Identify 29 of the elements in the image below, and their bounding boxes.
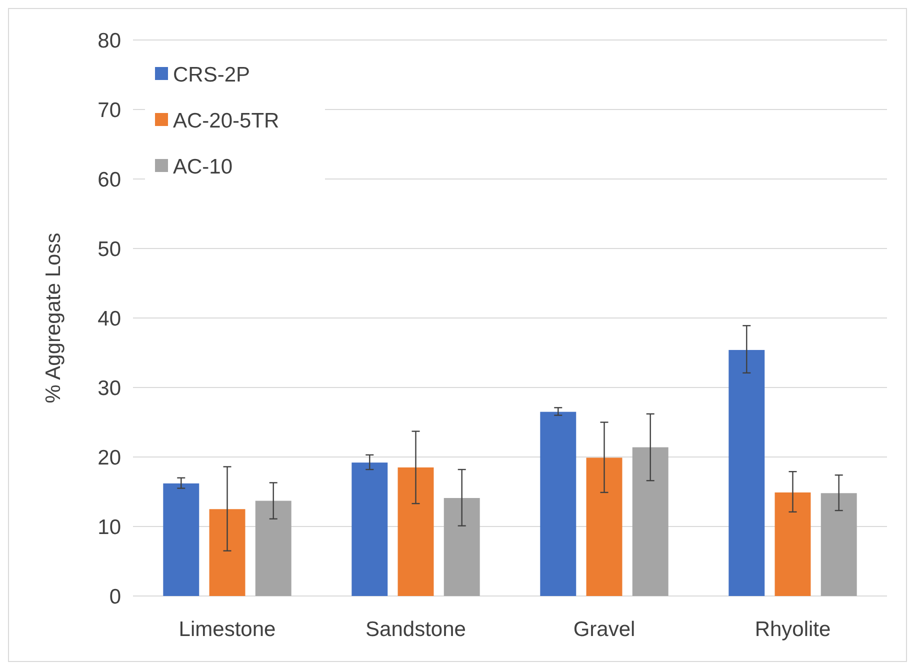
x-tick-label: Limestone [178,618,276,641]
legend-label: AC-20-5TR [173,109,280,132]
bar [255,500,292,596]
bar [352,462,388,596]
bar [632,447,668,596]
y-tick-label: 70 [98,98,121,122]
y-tick-label: 80 [98,29,121,52]
bar [586,458,622,596]
y-tick-label: 30 [98,376,121,400]
y-tick-label: 40 [98,307,121,330]
x-tick-label: Sandstone [366,618,466,641]
x-tick-label: Rhyolite [754,618,831,641]
bar [209,509,246,596]
bar [398,467,434,596]
bar [540,412,576,596]
y-tick-label: 0 [109,585,121,608]
bar [820,493,857,596]
bar [444,498,480,596]
x-tick-label: Gravel [573,618,636,641]
legend-label: CRS-2P [173,63,250,86]
bar [163,483,200,596]
y-axis-title: % Aggregate Loss [42,232,65,404]
y-tick-label: 10 [98,516,121,539]
y-tick-label: 20 [98,446,121,470]
bar [774,492,811,596]
legend-label: AC-10 [173,155,233,178]
y-tick-label: 50 [98,238,121,261]
bar [728,350,765,596]
y-tick-label: 60 [98,168,121,192]
